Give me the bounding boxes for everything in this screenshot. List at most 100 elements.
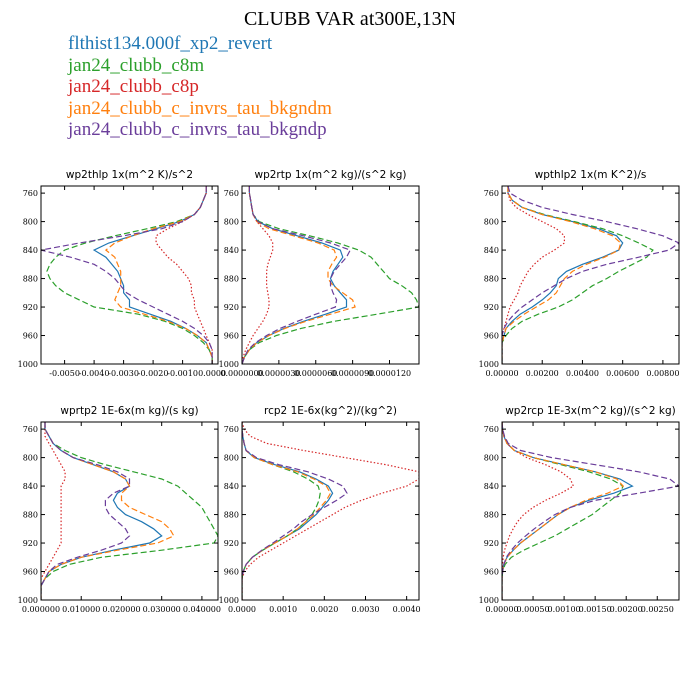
x-tick-label: 0.0000090	[331, 369, 374, 378]
y-tick-label: 920	[23, 303, 38, 312]
x-tick-label: -0.0040	[79, 369, 110, 378]
series-group	[502, 422, 679, 600]
y-tick-label: 960	[224, 568, 239, 577]
chart-panel: wp2rcp 1E-3x(m^2 kg)/(s^2 kg) 760 800 840 88…	[479, 405, 680, 614]
y-tick-label: 800	[224, 218, 239, 227]
x-tick-label: 0.00250	[641, 605, 674, 614]
series-line	[242, 422, 348, 600]
x-tick-label: 0.00000	[485, 369, 518, 378]
chart-panel: wprtp2 1E-6x(m kg)/(s kg) 760 800 840 880 920…	[18, 405, 221, 614]
legend-item-label: jan24_clubb_c8p	[68, 76, 199, 97]
x-tick-label: 0.00100	[548, 605, 581, 614]
x-tick-label: 0.0000	[228, 605, 256, 614]
y-tick-label: 800	[484, 218, 499, 227]
x-tick-label: -0.0030	[108, 369, 139, 378]
y-tick-label: 920	[224, 303, 239, 312]
series-line	[502, 186, 622, 364]
x-tick-label: 0.00200	[526, 369, 559, 378]
series-group	[242, 422, 419, 600]
panel-title: wp2thlp 1x(m^2 K)/s^2	[66, 169, 193, 181]
legend-item: jan24_clubb_c_invrs_tau_bkgndp	[68, 119, 332, 141]
y-tick-label: 760	[484, 425, 499, 434]
y-tick-label: 840	[224, 246, 239, 255]
series-line	[242, 422, 419, 600]
series-group	[41, 186, 213, 364]
series-line	[92, 186, 213, 364]
x-tick-label: -0.0010	[167, 369, 198, 378]
y-tick-label: 1000	[219, 596, 239, 605]
y-tick-label: 960	[23, 568, 38, 577]
panel-title: wp2rtp 1x(m^2 kg)/(s^2 kg)	[254, 169, 406, 181]
x-tick-label: 0.0000060	[294, 369, 337, 378]
y-tick-label: 880	[224, 275, 239, 284]
panel-title: wp2rcp 1E-3x(m^2 kg)/(s^2 kg)	[505, 405, 676, 417]
x-tick-label: -0.0050	[49, 369, 80, 378]
y-tick-label: 1000	[18, 596, 38, 605]
x-tick-label: 0.030000	[143, 605, 181, 614]
y-tick-label: 760	[23, 425, 38, 434]
plot-frame	[40, 421, 219, 601]
y-tick-label: 1000	[479, 360, 499, 369]
y-tick-label: 920	[23, 539, 38, 548]
x-tick-label: 0.0030	[351, 605, 379, 614]
x-tick-label: 0.0000030	[257, 369, 300, 378]
series-line	[41, 422, 131, 600]
series-group	[41, 422, 218, 600]
x-tick-label: 0.0010	[269, 605, 297, 614]
y-tick-label: 880	[224, 511, 239, 520]
series-line	[502, 186, 679, 364]
y-tick-label: 880	[23, 511, 38, 520]
x-tick-label: 0.020000	[102, 605, 140, 614]
y-tick-label: 880	[484, 275, 499, 284]
x-tick-label: 0.000000	[22, 605, 60, 614]
y-tick-label: 920	[484, 303, 499, 312]
panel-title: rcp2 1E-6x(kg^2)/(kg^2)	[264, 405, 397, 417]
y-tick-label: 920	[484, 539, 499, 548]
plot-frame	[501, 421, 680, 601]
series-line	[155, 186, 213, 364]
chart-panel: wpthlp2 1x(m K^2)/s 760 800 840 880 920 960 100…	[479, 169, 680, 378]
legend-item: jan24_clubb_c8m	[68, 55, 332, 77]
x-tick-label: 0.00150	[579, 605, 612, 614]
series-line	[502, 422, 634, 600]
series-line	[502, 186, 654, 364]
series-group	[502, 186, 679, 364]
plot-frame	[501, 185, 680, 365]
y-tick-label: 1000	[18, 360, 38, 369]
series-line	[242, 186, 352, 364]
series-line	[502, 422, 679, 600]
legend-item-label: flthist134.000f_xp2_revert	[68, 33, 273, 54]
legend-item: flthist134.000f_xp2_revert	[68, 33, 332, 55]
series-line	[242, 186, 419, 364]
y-tick-label: 960	[224, 332, 239, 341]
y-tick-label: 800	[484, 454, 499, 463]
x-tick-label: 0.00000	[485, 605, 518, 614]
y-tick-label: 880	[23, 275, 38, 284]
series-group	[242, 186, 419, 364]
plot-frame	[241, 185, 420, 365]
series-line	[41, 422, 66, 600]
x-tick-label: 0.0000	[198, 369, 226, 378]
y-tick-label: 1000	[219, 360, 239, 369]
series-line	[104, 186, 213, 364]
x-tick-label: 0.00800	[646, 369, 679, 378]
x-tick-label: 0.040000	[183, 605, 221, 614]
series-line	[41, 186, 213, 364]
legend-item: jan24_clubb_c8p	[68, 76, 332, 98]
y-tick-label: 840	[23, 482, 38, 491]
y-tick-label: 800	[224, 454, 239, 463]
figure-title: CLUBB VAR at300E,13N	[243, 8, 457, 30]
panel-title: wpthlp2 1x(m K^2)/s	[535, 169, 647, 181]
y-tick-label: 960	[484, 568, 499, 577]
series-line	[242, 186, 356, 364]
y-tick-label: 960	[23, 332, 38, 341]
chart-panel: wp2thlp 1x(m^2 K)/s^2 760 800 840 880 920 960 1…	[18, 169, 226, 378]
y-tick-label: 840	[484, 246, 499, 255]
y-tick-label: 800	[23, 218, 38, 227]
legend-item-label: jan24_clubb_c_invrs_tau_bkgndp	[68, 119, 327, 140]
series-line	[242, 422, 321, 600]
chart-panel: rcp2 1E-6x(kg^2)/(kg^2) 760 800 840 880 920 96…	[219, 405, 421, 614]
series-line	[46, 186, 213, 364]
legend-item-label: jan24_clubb_c_invrs_tau_bkgndm	[68, 97, 332, 119]
